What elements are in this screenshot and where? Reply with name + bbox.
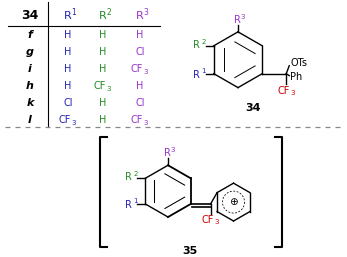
Text: 3: 3 (290, 90, 295, 96)
Text: 1: 1 (71, 8, 76, 17)
Text: k: k (26, 98, 34, 108)
Text: CF: CF (59, 115, 71, 125)
Text: H: H (136, 81, 144, 91)
Text: H: H (99, 98, 107, 108)
Text: R: R (136, 11, 144, 21)
Text: 3: 3 (143, 120, 148, 126)
Text: 2: 2 (202, 39, 206, 45)
Text: Cl: Cl (63, 98, 73, 108)
Text: l: l (28, 115, 32, 125)
Text: 3: 3 (171, 147, 175, 153)
Text: H: H (99, 30, 107, 40)
Text: H: H (99, 115, 107, 125)
Text: i: i (28, 64, 32, 74)
Text: OTs: OTs (290, 58, 307, 68)
Text: H: H (64, 81, 72, 91)
Text: CF: CF (277, 86, 289, 96)
Text: R: R (193, 70, 200, 80)
Text: H: H (64, 64, 72, 74)
Text: 3: 3 (106, 86, 111, 92)
Text: R: R (125, 200, 132, 210)
Text: 35: 35 (183, 246, 198, 256)
Text: h: h (26, 81, 34, 91)
Text: R: R (234, 15, 240, 25)
Text: CF: CF (131, 115, 143, 125)
Text: g: g (26, 47, 34, 57)
Text: 3: 3 (241, 14, 245, 20)
Text: 34: 34 (21, 10, 39, 22)
Text: Cl: Cl (135, 47, 145, 57)
Text: 3: 3 (71, 120, 76, 126)
Text: 3: 3 (143, 69, 148, 75)
Text: ⊕: ⊕ (229, 197, 238, 207)
Text: R: R (163, 148, 170, 158)
Text: H: H (99, 64, 107, 74)
Text: CF: CF (94, 81, 106, 91)
Text: R: R (99, 11, 107, 21)
Text: f: f (27, 30, 32, 40)
Text: H: H (64, 30, 72, 40)
Text: 2: 2 (106, 8, 111, 17)
Text: 1: 1 (202, 68, 206, 74)
Text: Cl: Cl (135, 98, 145, 108)
Text: H: H (99, 47, 107, 57)
Text: H: H (136, 30, 144, 40)
Text: 3: 3 (214, 219, 219, 225)
Text: R: R (125, 172, 132, 182)
Text: R: R (193, 40, 200, 50)
Text: CF: CF (201, 215, 214, 225)
Text: Ph: Ph (290, 72, 303, 82)
Text: H: H (64, 47, 72, 57)
Text: CF: CF (131, 64, 143, 74)
Text: 34: 34 (245, 103, 261, 113)
Text: R: R (64, 11, 72, 21)
Text: 2: 2 (133, 171, 138, 177)
Text: 3: 3 (143, 8, 148, 17)
Text: 1: 1 (133, 198, 138, 204)
